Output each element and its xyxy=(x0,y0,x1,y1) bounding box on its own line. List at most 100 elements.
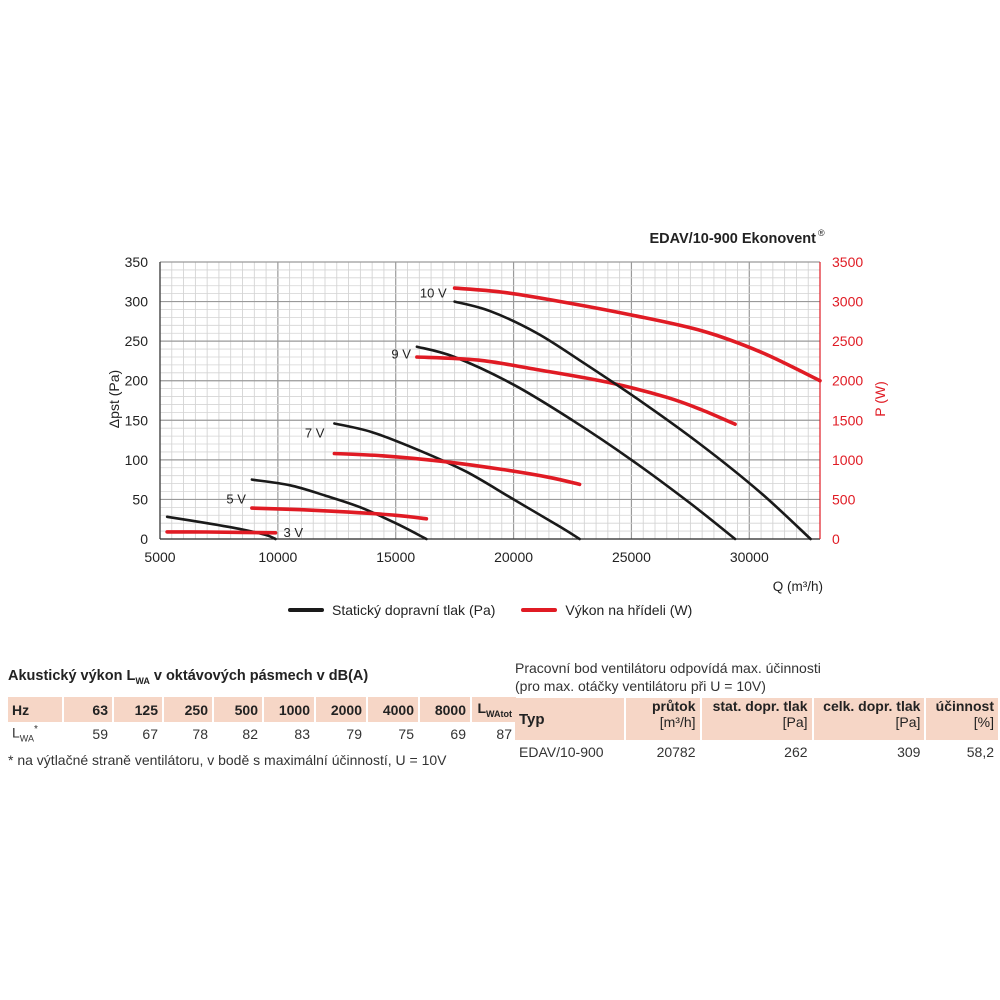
y-left-tick-label: 300 xyxy=(125,294,149,310)
y-left-tick-label: 50 xyxy=(132,491,148,507)
band-header: 500 xyxy=(214,697,262,722)
y-right-tick-label: 2500 xyxy=(832,333,863,349)
y-right-tick-label: 0 xyxy=(832,531,840,547)
power-curve-10v xyxy=(452,286,822,383)
workpoint-stat: 262 xyxy=(784,744,808,760)
workpoint-note: Pracovní bod ventilátoru odpovídá max. ú… xyxy=(515,659,821,695)
y-left-tick-label: 150 xyxy=(125,412,149,428)
col-flow-header: průtok [m³/h] xyxy=(625,698,700,740)
x-tick-label: 20000 xyxy=(494,549,533,565)
acoustic-title: Akustický výkon LWA v oktávových pásmech… xyxy=(8,668,368,686)
band-value: 78 xyxy=(192,726,208,742)
workpoint-total: 309 xyxy=(897,744,921,760)
pressure-curve-7v xyxy=(333,422,581,541)
power-curve-9v xyxy=(415,355,737,426)
curve-label-3v: 3 V xyxy=(284,525,304,540)
row-label-mark: * xyxy=(33,724,38,736)
chart-labels: 3 V 5 V 7 V 9 V 10 V xyxy=(226,286,447,540)
band-value: 67 xyxy=(142,726,158,742)
power-curve-3v xyxy=(165,530,278,535)
legend-item-power: Výkon na hřídeli (W) xyxy=(521,602,692,618)
y-left-tick-label: 350 xyxy=(125,254,149,270)
total-header-main: L xyxy=(477,700,486,717)
workpoint-note-line1: Pracovní bod ventilátoru odpovídá max. ú… xyxy=(515,660,821,676)
legend-swatch-power xyxy=(521,608,558,612)
band-header: 4000 xyxy=(368,697,418,722)
y-axis-left-label: Δpst (Pa) xyxy=(106,370,122,428)
curve-label-7v: 7 V xyxy=(305,425,325,440)
band-header: 125 xyxy=(114,697,162,722)
y-left-tick-label: 100 xyxy=(125,452,149,468)
col-stat-header: stat. dopr. tlak [Pa] xyxy=(701,698,812,740)
band-header: 8000 xyxy=(420,697,470,722)
acoustic-title-rest: v oktávových pásmech v dB(A) xyxy=(149,668,369,684)
total-header: LWAtot xyxy=(472,697,516,722)
y-left-tick-label: 250 xyxy=(125,333,149,349)
x-tick-label: 15000 xyxy=(376,549,415,565)
header-hz: Hz xyxy=(8,697,62,722)
col-flow-label: průtok xyxy=(651,698,696,714)
col-total-label: celk. dopr. tlak xyxy=(823,698,921,714)
legend-swatch-pressure xyxy=(288,608,324,612)
workpoint-header-row: Typ průtok [m³/h] stat. dopr. tlak [Pa] … xyxy=(515,698,998,740)
power-curve-7v xyxy=(332,451,582,487)
col-eff-unit: [%] xyxy=(973,714,994,730)
pressure-curve-5v xyxy=(250,478,428,541)
row-label-main: L xyxy=(12,724,20,741)
workpoint-table: Typ průtok [m³/h] stat. dopr. tlak [Pa] … xyxy=(513,698,1000,764)
chart-grid xyxy=(159,261,821,540)
chart-axes: 5000 10000 15000 20000 25000 3000005010015020… xyxy=(125,254,864,565)
y-left-tick-label: 0 xyxy=(140,531,148,547)
chart-legend: Statický dopravní tlak (Pa) Výkon na hří… xyxy=(288,602,692,618)
workpoint-flow: 20782 xyxy=(656,744,696,760)
row-label-sub: WA xyxy=(19,733,34,744)
workpoint-row: EDAV/10-900 20782 262 309 58,2 xyxy=(515,740,998,764)
band-value: 82 xyxy=(242,726,258,742)
power-curve-5v xyxy=(250,506,429,521)
y-right-tick-label: 2000 xyxy=(832,373,863,389)
x-tick-label: 10000 xyxy=(258,549,297,565)
col-stat-label: stat. dopr. tlak xyxy=(712,698,808,714)
chart-title-mark: ® xyxy=(818,228,825,238)
workpoint-note-line2: (pro max. otáčky ventilátoru při U = 10V… xyxy=(515,678,766,694)
y-right-tick-label: 500 xyxy=(832,491,856,507)
y-axis-right-label: P (W) xyxy=(872,381,888,417)
acoustic-title-text: Akustický výkon L xyxy=(8,668,136,684)
x-tick-label: 30000 xyxy=(730,549,769,565)
row-label: LWA* xyxy=(8,722,62,746)
legend-item-pressure: Statický dopravní tlak (Pa) xyxy=(288,602,495,618)
y-right-tick-label: 1000 xyxy=(832,452,863,468)
acoustic-footnote: * na výtlačné straně ventilátoru, v bodě… xyxy=(8,752,447,768)
pressure-curve-10v xyxy=(453,300,812,541)
band-value: 83 xyxy=(294,726,310,742)
y-right-tick-label: 3000 xyxy=(832,294,863,310)
curve-label-10v: 10 V xyxy=(420,286,447,301)
band-header: 1000 xyxy=(264,697,314,722)
col-eff-label: účinnost xyxy=(935,698,994,714)
acoustic-title-sub: WA xyxy=(135,675,150,686)
acoustic-header-row: Hz 63 125 250 500 1000 2000 4000 8000 LW… xyxy=(8,697,516,722)
col-total-unit: [Pa] xyxy=(895,714,921,730)
acoustic-table: Hz 63 125 250 500 1000 2000 4000 8000 LW… xyxy=(6,697,518,746)
legend-label-pressure: Statický dopravní tlak (Pa) xyxy=(332,602,496,618)
band-value: 69 xyxy=(450,726,466,742)
band-value: 79 xyxy=(346,726,362,742)
col-type-header: Typ xyxy=(515,698,624,740)
curve-label-5v: 5 V xyxy=(226,492,246,507)
band-value: 75 xyxy=(398,726,414,742)
legend-label-power: Výkon na hřídeli (W) xyxy=(565,602,693,618)
x-tick-label: 25000 xyxy=(612,549,651,565)
x-axis-label: Q (m³/h) xyxy=(773,579,823,594)
y-right-tick-label: 3500 xyxy=(832,254,863,270)
col-total-header: celk. dopr. tlak [Pa] xyxy=(813,698,925,740)
acoustic-value-row: LWA* 59 67 78 82 83 79 75 69 87 xyxy=(8,722,516,746)
col-eff-header: účinnost [%] xyxy=(926,698,998,740)
col-stat-unit: [Pa] xyxy=(782,714,808,730)
curve-label-9v: 9 V xyxy=(391,347,411,362)
workpoint-eff: 58,2 xyxy=(966,744,994,760)
band-header: 2000 xyxy=(316,697,366,722)
total-header-sub: WAtot xyxy=(486,708,512,719)
col-flow-unit: [m³/h] xyxy=(659,714,696,730)
band-value: 59 xyxy=(92,726,108,742)
band-header: 63 xyxy=(64,697,112,722)
